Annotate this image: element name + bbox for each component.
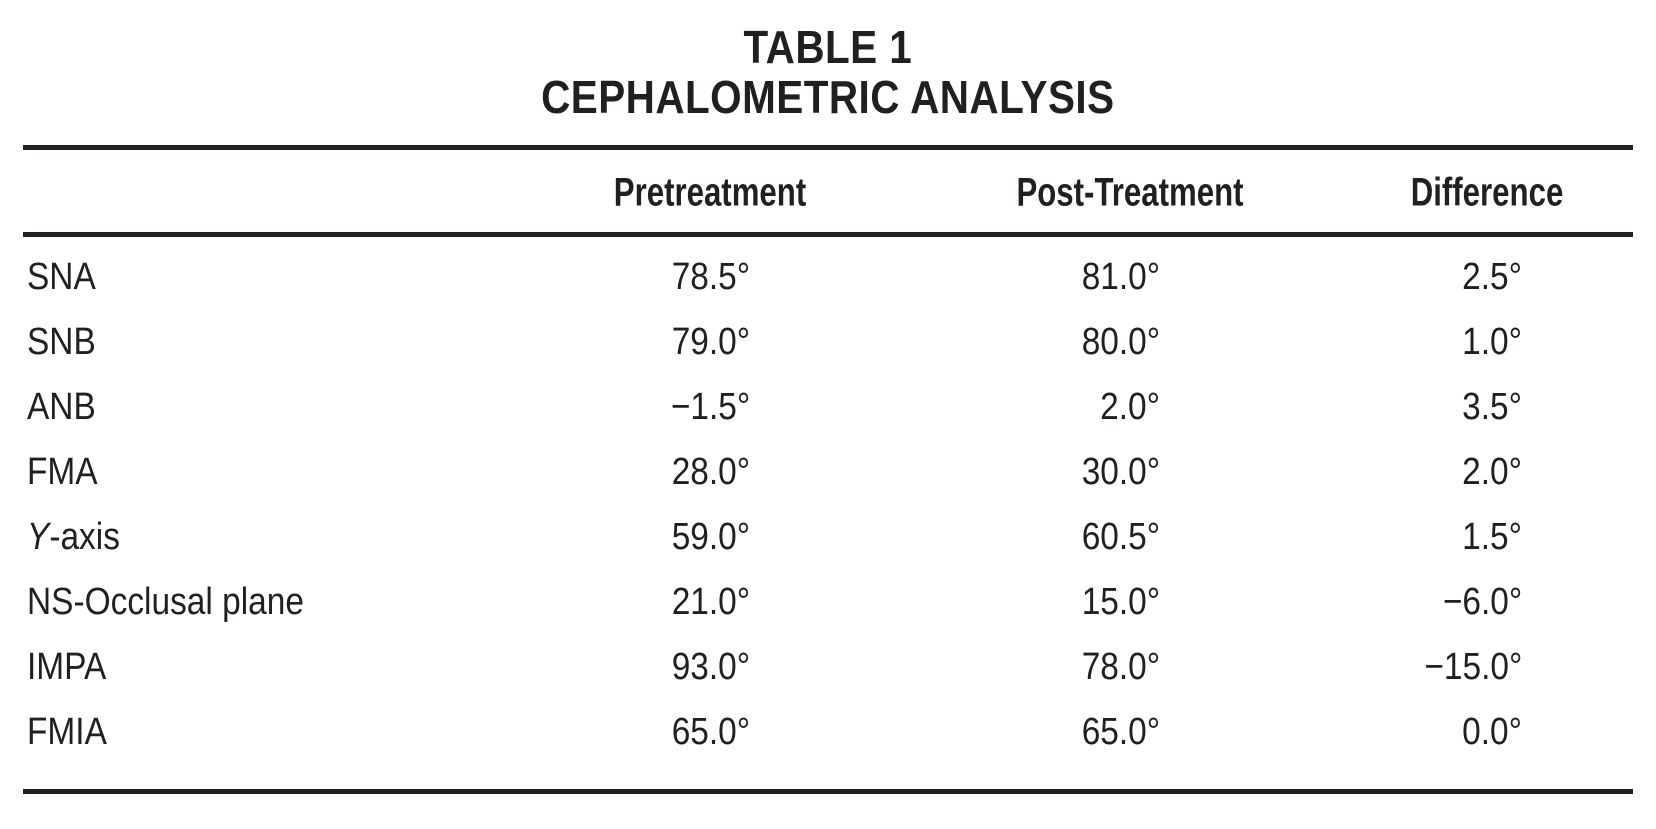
table-number: TABLE 1	[23, 22, 1633, 72]
data-table: Pretreatment Post-Treatment Difference S…	[23, 145, 1633, 794]
pretreatment-value: 21.0°	[671, 581, 750, 623]
row-label: FMIA	[27, 711, 107, 753]
table-title-text: CEPHALOMETRIC ANALYSIS	[541, 71, 1115, 123]
table-row: SNB 79.0° 80.0° 1.0°	[23, 310, 1633, 375]
post-treatment-value: 65.0°	[1081, 711, 1160, 753]
table-row: IMPA 93.0° 78.0° −15.0°	[23, 635, 1633, 700]
table-row: NS-Occlusal plane 21.0° 15.0° −6.0°	[23, 570, 1633, 635]
table-row: FMA 28.0° 30.0° 2.0°	[23, 440, 1633, 505]
post-treatment-value: 80.0°	[1081, 321, 1160, 363]
bottom-rule	[23, 789, 1633, 794]
post-treatment-value: 30.0°	[1081, 451, 1160, 493]
post-treatment-value: 78.0°	[1081, 646, 1160, 688]
table-row: FMIA 65.0° 65.0° 0.0°	[23, 700, 1633, 765]
difference-value: −6.0°	[1442, 581, 1522, 623]
post-treatment-value: 81.0°	[1081, 256, 1160, 298]
difference-value: 1.5°	[1462, 516, 1522, 558]
table-body: SNA 78.5° 81.0° 2.5° SNB 79.0° 80.0° 1.0…	[23, 237, 1633, 789]
difference-value: −15.0°	[1424, 646, 1522, 688]
difference-value: 0.0°	[1462, 711, 1522, 753]
pretreatment-value: 78.5°	[671, 256, 750, 298]
row-label: ANB	[27, 386, 96, 428]
table-row: ANB −1.5° 2.0° 3.5°	[23, 375, 1633, 440]
table-row: SNA 78.5° 81.0° 2.5°	[23, 245, 1633, 310]
table-number-text: TABLE 1	[743, 21, 913, 73]
table-header-row: Pretreatment Post-Treatment Difference	[23, 150, 1633, 232]
table-title: CEPHALOMETRIC ANALYSIS	[23, 72, 1633, 122]
table-title-block: TABLE 1 CEPHALOMETRIC ANALYSIS	[23, 22, 1633, 122]
column-header-pretreatment: Pretreatment	[613, 170, 807, 215]
difference-value: 2.5°	[1462, 256, 1522, 298]
row-label: Y-axis	[27, 516, 120, 558]
row-label: SNB	[27, 321, 96, 363]
pretreatment-value: −1.5°	[670, 386, 750, 428]
table-row: Y-axis 59.0° 60.5° 1.5°	[23, 505, 1633, 570]
pretreatment-value: 93.0°	[671, 646, 750, 688]
post-treatment-value: 2.0°	[1100, 386, 1160, 428]
pretreatment-value: 28.0°	[671, 451, 750, 493]
top-rule	[23, 145, 1633, 150]
difference-value: 1.0°	[1462, 321, 1522, 363]
pretreatment-value: 59.0°	[671, 516, 750, 558]
post-treatment-value: 60.5°	[1081, 516, 1160, 558]
column-header-post-treatment: Post-Treatment	[1016, 170, 1244, 215]
row-label: SNA	[27, 256, 96, 298]
difference-value: 2.0°	[1462, 451, 1522, 493]
row-label: FMA	[27, 451, 98, 493]
row-label: IMPA	[27, 646, 107, 688]
row-label: NS-Occlusal plane	[27, 581, 304, 623]
pretreatment-value: 79.0°	[671, 321, 750, 363]
post-treatment-value: 15.0°	[1081, 581, 1160, 623]
column-header-difference: Difference	[1410, 170, 1564, 215]
header-rule	[23, 232, 1633, 237]
pretreatment-value: 65.0°	[671, 711, 750, 753]
difference-value: 3.5°	[1462, 386, 1522, 428]
